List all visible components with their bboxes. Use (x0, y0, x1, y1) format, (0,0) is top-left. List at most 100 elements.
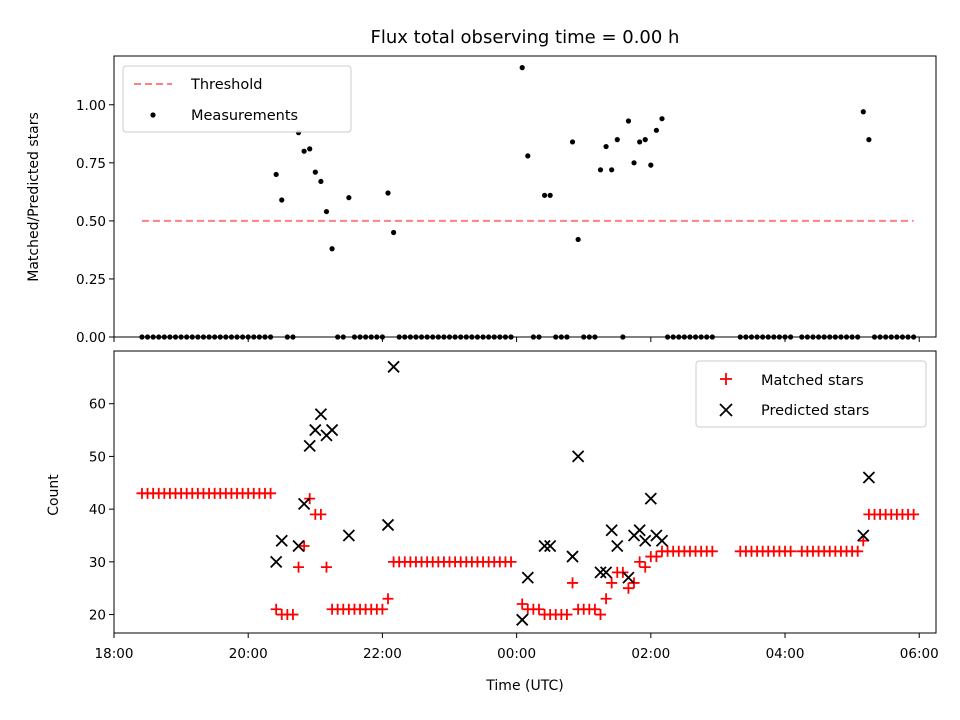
matched-star-point (594, 609, 606, 621)
bottom-y-tick-label: 60 (89, 397, 106, 413)
predicted-star-point (270, 555, 283, 568)
measurement-point (569, 139, 576, 145)
predicted-star-point (599, 566, 613, 579)
matched-star-point (785, 545, 797, 557)
matched-star-point (320, 561, 332, 573)
measurement-point (642, 137, 648, 143)
matched-star-point (908, 508, 920, 520)
measurement-point (346, 195, 352, 201)
measurement-point (323, 208, 330, 215)
predicted-star-point (862, 471, 876, 484)
matched-star-point (606, 577, 618, 589)
matched-legend-label: Matched stars (761, 373, 864, 389)
matched-star-point (589, 603, 601, 615)
matched-star-point (315, 508, 327, 520)
predicted-star-point (633, 524, 646, 537)
predicted-star-point (857, 529, 870, 542)
top-y-tick-label: 0.75 (76, 156, 106, 172)
top-y-ticks: 0.00 0.25 0.50 0.75 1.00 (76, 98, 114, 346)
measurement-point (575, 236, 581, 243)
top-y-tick-label: 0.25 (76, 272, 106, 288)
measurement-point (301, 148, 307, 154)
measurement-point (597, 167, 604, 173)
matched-star-point (376, 603, 388, 615)
bottom-x-ticks: 18:00 20:00 22:00 00:00 02:00 04:00 06:00 (95, 633, 939, 662)
predicted-star-point (639, 534, 652, 547)
measurement-point (860, 109, 866, 115)
matched-star-point (293, 561, 305, 573)
x-tick-label: 22:00 (363, 646, 402, 662)
bottom-y-tick-label: 30 (89, 555, 106, 571)
bottom-y-tick-label: 40 (89, 502, 106, 518)
predicted-star-point (622, 571, 635, 584)
measurement-point (329, 246, 335, 252)
predicted-star-point (611, 539, 624, 553)
matched-star-point (634, 556, 646, 568)
predicted-star-point (309, 423, 322, 437)
measurement-point (307, 146, 313, 152)
matched-star-point (650, 551, 662, 563)
measurement-point (603, 143, 609, 150)
matched-star-point (567, 577, 579, 589)
predicted-star-point (325, 423, 339, 437)
count-panel: Count Time (UTC) 20 30 40 50 60 18:00 20:00 22… (46, 350, 939, 694)
matched-star-point (600, 593, 612, 605)
x-tick-label: 02:00 (631, 646, 670, 662)
measurements-legend-label: Measurements (191, 108, 298, 124)
x-tick-label: 18:00 (95, 646, 134, 662)
ratio-panel: Flux total observing time = 0.00 h Match… (26, 27, 937, 346)
predicted-legend-swatch (719, 403, 733, 417)
top-y-tick-label: 0.50 (76, 214, 106, 230)
measurement-point (614, 137, 620, 143)
predicted-star-point (571, 450, 585, 463)
top-y-tick-label: 1.00 (76, 98, 106, 114)
predicted-star-point (594, 566, 607, 579)
top-legend: Threshold Measurements (122, 65, 352, 133)
top-axes-frame (113, 55, 937, 338)
x-axis-label: Time (UTC) (485, 678, 563, 694)
measurement-point (279, 197, 285, 203)
x-tick-label: 04:00 (766, 646, 805, 662)
predicted-star-point (544, 539, 557, 553)
predicted-star-point (381, 518, 395, 532)
matched-star-point (516, 598, 528, 610)
bottom-plot-area (136, 360, 920, 626)
predicted-star-point (387, 360, 400, 373)
matched-star-point (298, 540, 310, 552)
predicted-star-point (516, 613, 529, 626)
x-tick-label: 00:00 (497, 646, 536, 662)
predicted-star-point (342, 529, 355, 542)
measurement-point (541, 192, 548, 198)
predicted-star-point (297, 497, 311, 510)
top-y-axis-label: Matched/Predicted stars (26, 112, 42, 282)
bottom-y-ticks: 20 30 40 50 60 (89, 397, 114, 624)
measurements-legend-swatch (150, 112, 156, 118)
top-y-tick-label: 0.00 (76, 330, 106, 346)
matched-star-point (287, 609, 299, 621)
predicted-star-point (275, 534, 288, 547)
measurement-point (547, 192, 553, 198)
bottom-y-tick-label: 50 (89, 449, 106, 465)
measurement-point (525, 153, 531, 159)
x-tick-label: 06:00 (900, 646, 939, 662)
matched-star-point (706, 545, 718, 557)
matched-star-point (265, 487, 277, 499)
top-legend-box (122, 65, 352, 133)
matched-star-point (533, 603, 545, 615)
matched-star-point (382, 593, 394, 605)
measurement-point (385, 190, 391, 196)
measurement-point (653, 127, 660, 133)
measurement-point (866, 137, 872, 143)
measurement-point (273, 171, 279, 178)
predicted-legend-label: Predicted stars (761, 403, 869, 419)
predicted-star-point (538, 539, 551, 553)
measurement-point (312, 169, 318, 175)
matched-star-point (561, 609, 573, 621)
measurement-point (648, 162, 654, 168)
bottom-axes-frame (113, 350, 937, 634)
threshold-legend-label: Threshold (190, 77, 262, 93)
matched-star-point (622, 582, 634, 594)
measurement-point (390, 229, 397, 236)
predicted-star-point (303, 439, 316, 453)
